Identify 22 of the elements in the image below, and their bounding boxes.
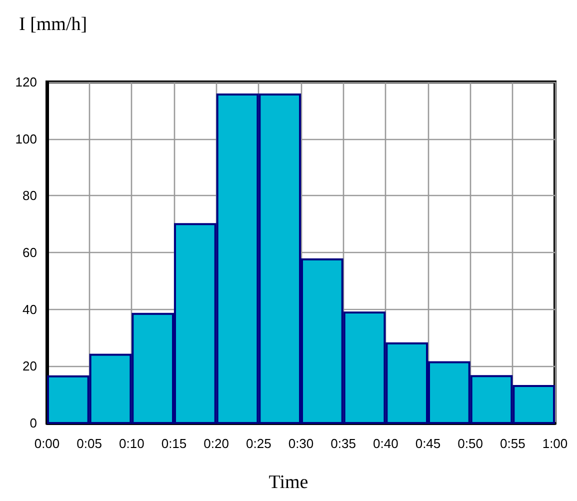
x-tick-label: 0:00	[34, 436, 60, 451]
x-tick-label: 0:15	[161, 436, 187, 451]
x-tick-label: 0:55	[500, 436, 526, 451]
y-tick-label: 20	[22, 358, 37, 374]
y-axis-title: I [mm/h]	[19, 14, 88, 35]
y-tick-label: 40	[22, 302, 37, 317]
x-tick-label: 0:40	[373, 436, 398, 451]
x-tick-label: 0:20	[204, 436, 229, 451]
x-tick-label: 0:10	[119, 436, 144, 451]
x-tick-label: 0:35	[330, 436, 356, 451]
y-tick-label: 100	[15, 131, 37, 146]
y-tick-label: 0	[30, 416, 37, 430]
x-tick-label: 0:30	[288, 436, 314, 451]
x-tick-label: 1:00	[542, 436, 568, 451]
x-tick-label: 0:25	[246, 436, 272, 451]
y-tick-label: 60	[22, 245, 37, 260]
x-axis-title: Time	[268, 472, 308, 493]
x-tick-label: 0:45	[415, 436, 441, 451]
y-tick-label: 120	[15, 74, 37, 90]
x-tick-label: 0:05	[76, 436, 102, 451]
x-tick-label: 0:50	[458, 436, 483, 451]
y-tick-label: 80	[22, 188, 37, 204]
